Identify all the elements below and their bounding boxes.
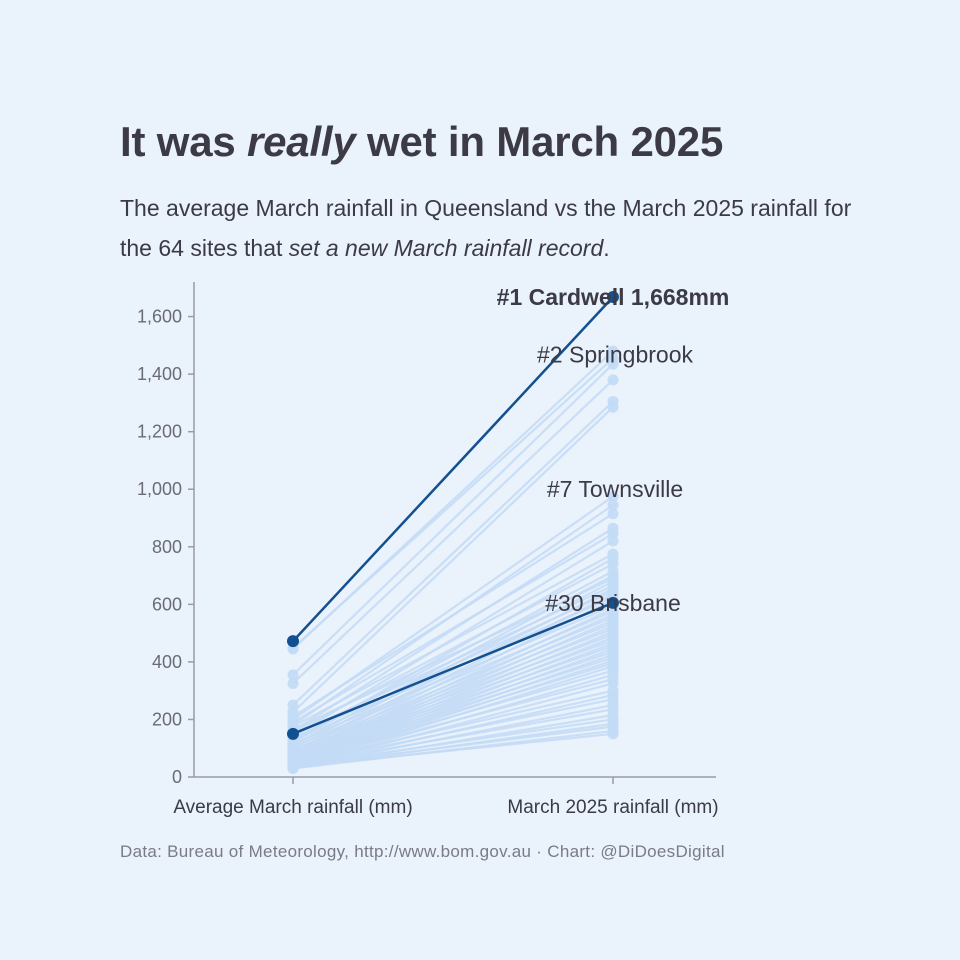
title-start: It was: [120, 118, 247, 165]
series-line: [292, 610, 614, 748]
series-point: [607, 728, 619, 740]
series-line: [292, 650, 614, 760]
y-tick-label: 0: [172, 767, 182, 787]
series-line: [292, 656, 614, 761]
series-line: [292, 698, 614, 766]
highlight-point: [287, 635, 299, 648]
series-point: [607, 358, 619, 370]
series-line: [292, 577, 614, 731]
highlight-line: [292, 601, 614, 735]
y-tick-label: 200: [152, 709, 182, 729]
series-line: [292, 604, 614, 745]
series-line: [292, 532, 614, 724]
series-line: [292, 645, 614, 759]
series-line: [292, 678, 614, 764]
y-tick-label: 1,000: [137, 479, 182, 499]
series-point: [607, 508, 619, 520]
series-point: [287, 761, 299, 773]
x-category-label: March 2025 rainfall (mm): [507, 797, 718, 818]
highlight-point: [607, 291, 619, 303]
highlight-line: [292, 296, 614, 643]
series-point: [607, 490, 619, 502]
series-line: [292, 350, 614, 650]
series-line: [292, 590, 614, 740]
series-line: [292, 363, 614, 676]
series-point: [607, 345, 619, 357]
series-line: [292, 553, 614, 728]
chart-title: It was really wet in March 2025: [120, 118, 723, 166]
y-tick-label: 600: [152, 594, 182, 614]
series-line: [292, 622, 614, 753]
series-line: [292, 639, 614, 758]
highlight-label: #1 Cardwell 1,668mm: [497, 284, 730, 310]
series-line: [292, 512, 614, 718]
series-point: [287, 669, 299, 681]
series-point: [607, 374, 619, 386]
series-line: [292, 406, 614, 714]
series-line: [292, 689, 614, 765]
y-tick-label: 400: [152, 652, 182, 672]
highlight-point: [287, 727, 299, 740]
series-line: [292, 584, 614, 737]
series-line: [292, 633, 614, 756]
series-point: [607, 401, 619, 413]
series-line: [292, 662, 614, 762]
slope-chart: 0 200 400 600 800 1,000 1,200 1,400 1,600 Average…: [137, 282, 730, 818]
site-annotation: #2 Springbrook: [537, 342, 693, 368]
series-line: [292, 732, 614, 769]
chart-subtitle: The average March rainfall in Queensland…: [120, 188, 860, 268]
series-line: [292, 400, 614, 706]
y-tick-label: 1,600: [137, 307, 182, 327]
y-tick-label: 800: [152, 537, 182, 557]
subtitle-start: The average March rainfall in Queensland…: [120, 195, 852, 261]
subtitle-emphasis: set a new March rainfall record: [288, 235, 604, 261]
source-note: Data: Bureau of Meteorology, http://www.…: [120, 842, 725, 861]
series-point: [287, 677, 299, 689]
y-tick-label: 1,400: [137, 364, 182, 384]
series-line: [292, 718, 614, 767]
highlight-point: [607, 596, 619, 609]
subtitle-end: .: [603, 235, 610, 261]
series-line: [292, 708, 614, 767]
title-emphasis: really: [246, 118, 356, 165]
y-tick-label: 1,200: [137, 422, 182, 442]
site-annotation: #7 Townsville: [547, 476, 683, 502]
series-point: [607, 535, 619, 547]
highlight-label: #30 Brisbane: [545, 590, 681, 616]
series-line: [292, 627, 614, 755]
x-category-label: Average March rainfall (mm): [173, 797, 412, 818]
series-line: [292, 725, 614, 768]
series-line: [292, 379, 614, 685]
title-end: wet in March 2025: [355, 118, 724, 165]
series-line: [292, 669, 614, 764]
series-point: [607, 499, 619, 511]
series-line: [292, 616, 614, 751]
